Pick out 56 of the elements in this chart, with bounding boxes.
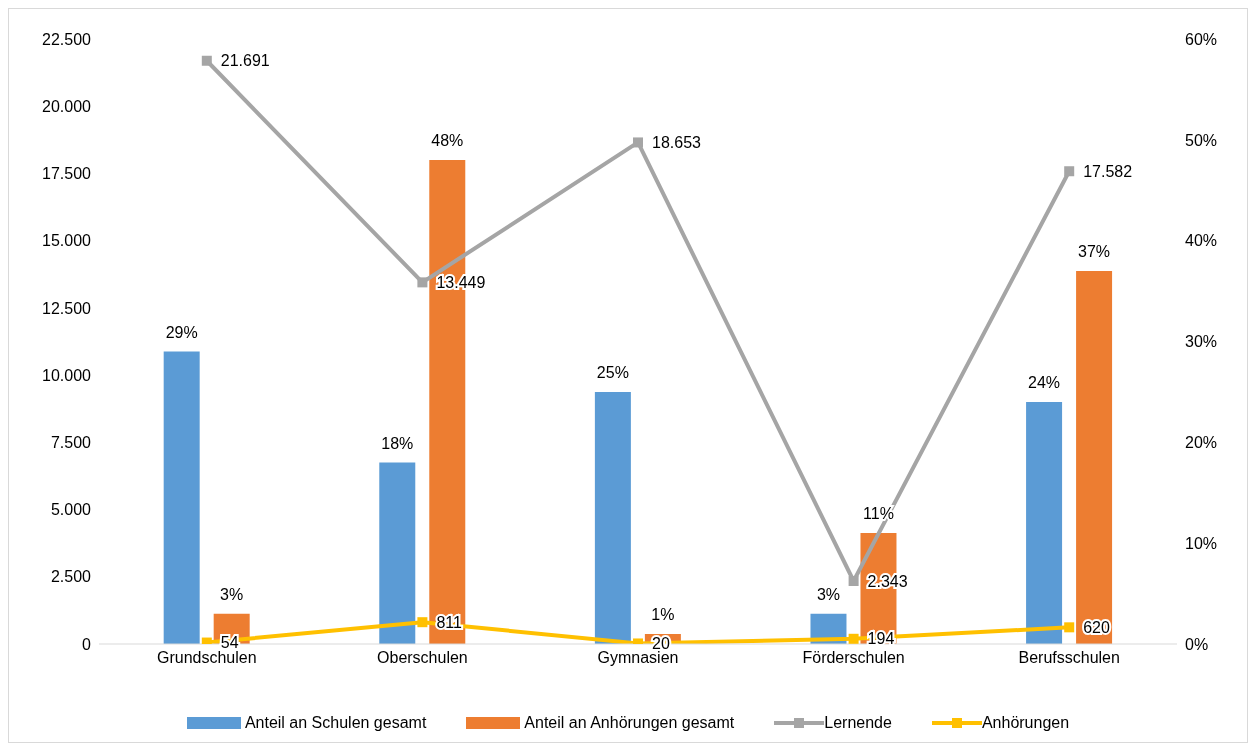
bar xyxy=(1076,270,1113,644)
legend-label: Anteil an Anhörungen gesamt xyxy=(523,714,735,732)
point xyxy=(848,633,859,644)
data-label: 11% xyxy=(863,505,894,523)
x-tick-label: Förderschulen xyxy=(802,649,905,667)
data-label: 3% xyxy=(220,585,244,603)
legend-label: Anhörungen xyxy=(980,714,1070,732)
y-tick-label: 10.000 xyxy=(42,366,92,384)
y2-tick-label: 50% xyxy=(1185,131,1218,149)
data-label: 811 xyxy=(436,613,463,631)
y-tick-label: 12.500 xyxy=(42,299,92,317)
data-label: 17.582 xyxy=(1083,162,1133,180)
point xyxy=(417,277,428,288)
legend-label: Lernende xyxy=(823,714,892,732)
y2-tick-label: 40% xyxy=(1185,232,1218,250)
data-label: 24% xyxy=(1028,374,1061,391)
y-tick-label: 7.500 xyxy=(50,434,92,452)
data-label: 48% xyxy=(431,132,464,149)
data-label: 18% xyxy=(381,434,414,452)
point xyxy=(848,576,859,586)
data-label: 3% xyxy=(816,585,841,603)
data-label: 1% xyxy=(651,605,675,623)
bar xyxy=(1026,402,1063,644)
y-tick-label: 5.000 xyxy=(50,501,92,519)
data-label: 194 xyxy=(867,630,895,648)
y2-tick-label: 60% xyxy=(1185,30,1218,48)
data-label: 620 xyxy=(1083,619,1110,637)
y-tick-label: 0 xyxy=(82,635,92,653)
y-tick-label: 20.000 xyxy=(42,97,92,115)
data-label: 29% xyxy=(165,323,198,341)
point xyxy=(1064,622,1075,633)
bar xyxy=(594,391,631,644)
point xyxy=(1064,166,1075,177)
y2-tick-label: 30% xyxy=(1185,333,1218,351)
x-tick-label: Oberschulen xyxy=(377,649,468,667)
data-label: 18.653 xyxy=(652,134,702,152)
point xyxy=(633,137,643,148)
y-tick-label: 22.500 xyxy=(42,30,92,48)
y-tick-label: 17.500 xyxy=(42,165,92,183)
x-tick-label: Gymnasien xyxy=(597,649,679,667)
y-tick-label: 2.500 xyxy=(50,568,92,586)
bar xyxy=(379,462,416,644)
data-label: 21.691 xyxy=(220,52,270,70)
y2-tick-label: 20% xyxy=(1185,434,1218,452)
point xyxy=(201,55,212,66)
x-tick-label: Berufsschulen xyxy=(1018,649,1120,667)
y-tick-label: 15.000 xyxy=(42,232,92,250)
legend-label: Anteil an Schulen gesamt xyxy=(243,714,427,732)
data-label: 37% xyxy=(1078,242,1111,260)
data-label: 25% xyxy=(596,363,629,381)
bar xyxy=(163,351,200,644)
point xyxy=(417,617,428,628)
x-tick-label: Grundschulen xyxy=(156,649,257,667)
y2-tick-label: 10% xyxy=(1185,534,1218,552)
data-label: 54 xyxy=(220,634,239,652)
y2-tick-label: 0% xyxy=(1185,635,1209,653)
